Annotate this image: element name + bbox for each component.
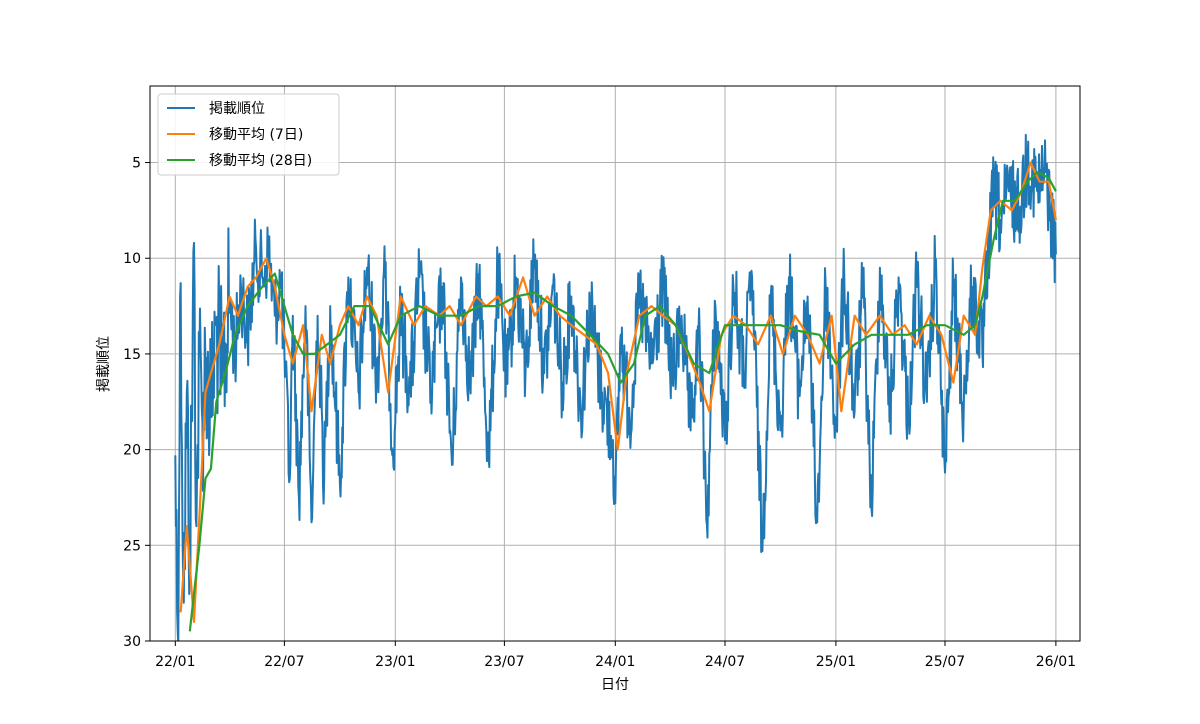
x-tick-label: 24/07 <box>705 654 745 670</box>
y-tick-label: 30 <box>123 634 141 650</box>
y-tick-label: 20 <box>123 443 141 459</box>
y-axis-ticks: 5 10 15 20 25 30 <box>123 156 150 650</box>
x-tick-label: 25/01 <box>816 654 856 670</box>
series-line-ma7 <box>179 161 1057 623</box>
x-axis-label: 日付 <box>601 677 629 693</box>
x-tick-label: 24/01 <box>595 654 635 670</box>
x-tick-label: 23/07 <box>484 654 524 670</box>
x-tick-label: 22/01 <box>155 654 195 670</box>
x-tick-label: 23/01 <box>375 654 415 670</box>
x-axis-ticks: 22/01 22/07 23/01 23/07 24/01 24/07 25/01 25/07… <box>155 641 1076 670</box>
series-line-rank <box>174 133 1057 641</box>
x-tick-label: 22/07 <box>264 654 304 670</box>
y-axis-label: 掲載順位 <box>96 336 112 392</box>
legend-label-ma7: 移動平均 (7日) <box>209 127 303 143</box>
series-layer <box>174 133 1057 641</box>
series-line-ma28 <box>188 171 1057 632</box>
legend: 掲載順位 移動平均 (7日) 移動平均 (28日) <box>157 93 340 176</box>
legend-label-ma28: 移動平均 (28日) <box>209 153 312 169</box>
legend-box <box>157 93 340 176</box>
y-tick-label: 15 <box>123 347 141 363</box>
x-tick-label: 25/07 <box>925 654 965 670</box>
legend-label-rank: 掲載順位 <box>209 101 265 117</box>
x-tick-label: 26/01 <box>1036 654 1076 670</box>
y-tick-label: 25 <box>123 538 141 554</box>
y-tick-label: 5 <box>132 156 141 172</box>
y-tick-label: 10 <box>123 251 141 267</box>
